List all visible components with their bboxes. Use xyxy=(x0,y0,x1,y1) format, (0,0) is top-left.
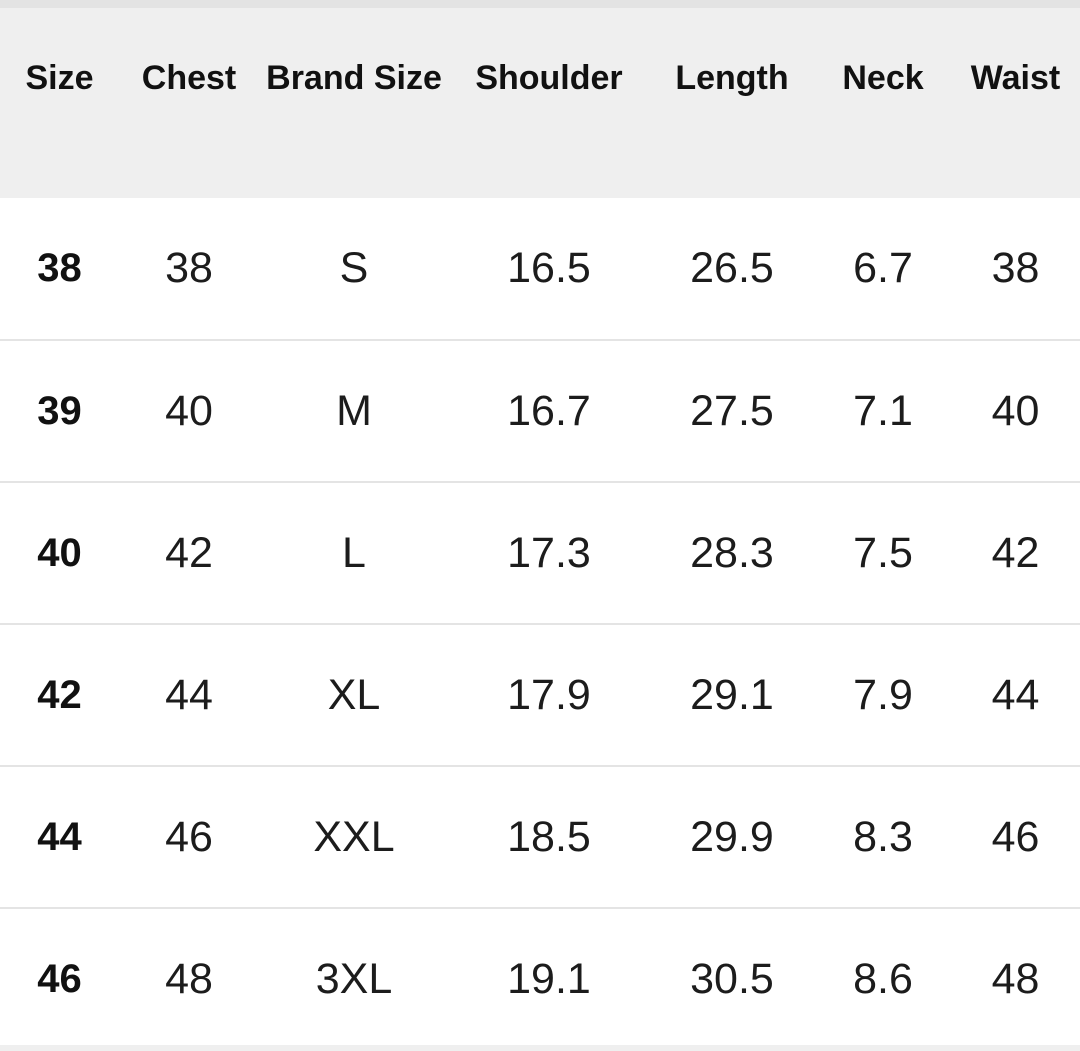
cell-length: 26.5 xyxy=(690,244,774,292)
cell-neck: 7.5 xyxy=(815,481,951,624)
cell-chest: 40 xyxy=(119,339,259,482)
header-chest: Chest xyxy=(141,59,237,97)
cell-chest: 46 xyxy=(119,765,259,908)
table-row: 44 46 XXL 18.5 29.9 8.3 46 xyxy=(0,765,1080,908)
cell-neck: 7.9 xyxy=(815,623,951,766)
cell-neck: 8.6 xyxy=(815,907,951,1050)
cell-shoulder: 17.9 xyxy=(449,623,649,766)
bottom-edge-strip xyxy=(0,1045,1080,1051)
cell-size: 38 xyxy=(37,246,82,290)
cell-waist: 48 xyxy=(951,907,1080,1050)
size-chart-header: Size Chest Brand Size Shoulder Length Ne… xyxy=(0,8,1080,198)
cell-length: 27.5 xyxy=(649,339,815,482)
cell-brand-size: 3XL xyxy=(259,907,449,1050)
header-neck: Neck xyxy=(842,59,924,97)
cell-size: 40 xyxy=(0,481,119,624)
cell-brand-size: M xyxy=(259,339,449,482)
header-waist: Waist xyxy=(970,59,1061,97)
header-length: Length xyxy=(675,59,789,97)
table-row: 39 40 M 16.7 27.5 7.1 40 xyxy=(0,339,1080,482)
cell-shoulder: 17.3 xyxy=(449,481,649,624)
cell-brand-size: XL xyxy=(259,623,449,766)
cell-chest: 48 xyxy=(119,907,259,1050)
cell-length: 30.5 xyxy=(649,907,815,1050)
cell-size: 46 xyxy=(0,907,119,1050)
cell-chest: 44 xyxy=(119,623,259,766)
cell-neck: 7.1 xyxy=(815,339,951,482)
cell-chest: 42 xyxy=(119,481,259,624)
cell-waist: 42 xyxy=(951,481,1080,624)
header-shoulder: Shoulder xyxy=(475,59,623,97)
cell-length: 28.3 xyxy=(649,481,815,624)
cell-size: 39 xyxy=(0,339,119,482)
cell-waist: 44 xyxy=(951,623,1080,766)
cell-brand-size: XXL xyxy=(259,765,449,908)
table-row: 38 38 S 16.5 26.5 6.7 38 xyxy=(0,198,1080,340)
size-chart-body: 38 38 S 16.5 26.5 6.7 38 39 40 M 16.7 27… xyxy=(0,198,1080,1050)
cell-waist: 46 xyxy=(951,765,1080,908)
cell-brand-size: S xyxy=(339,244,369,292)
table-row: 46 48 3XL 19.1 30.5 8.6 48 xyxy=(0,907,1080,1050)
cell-length: 29.9 xyxy=(649,765,815,908)
cell-waist: 38 xyxy=(991,244,1040,292)
cell-shoulder: 18.5 xyxy=(449,765,649,908)
cell-size: 44 xyxy=(0,765,119,908)
cell-shoulder: 19.1 xyxy=(449,907,649,1050)
cell-shoulder: 16.5 xyxy=(507,244,591,292)
cell-size: 42 xyxy=(0,623,119,766)
cell-brand-size: L xyxy=(259,481,449,624)
cell-length: 29.1 xyxy=(649,623,815,766)
cell-neck: 6.7 xyxy=(853,244,913,292)
top-edge-strip xyxy=(0,0,1080,8)
cell-neck: 8.3 xyxy=(815,765,951,908)
table-row: 42 44 XL 17.9 29.1 7.9 44 xyxy=(0,623,1080,766)
table-row: 40 42 L 17.3 28.3 7.5 42 xyxy=(0,481,1080,624)
cell-shoulder: 16.7 xyxy=(449,339,649,482)
cell-chest: 38 xyxy=(165,244,213,292)
header-size: Size xyxy=(25,59,94,97)
cell-waist: 40 xyxy=(951,339,1080,482)
header-row: Size Chest Brand Size Shoulder Length Ne… xyxy=(0,8,1080,198)
header-brand-size: Brand Size xyxy=(266,59,442,97)
size-chart-table: Size Chest Brand Size Shoulder Length Ne… xyxy=(0,8,1080,1050)
